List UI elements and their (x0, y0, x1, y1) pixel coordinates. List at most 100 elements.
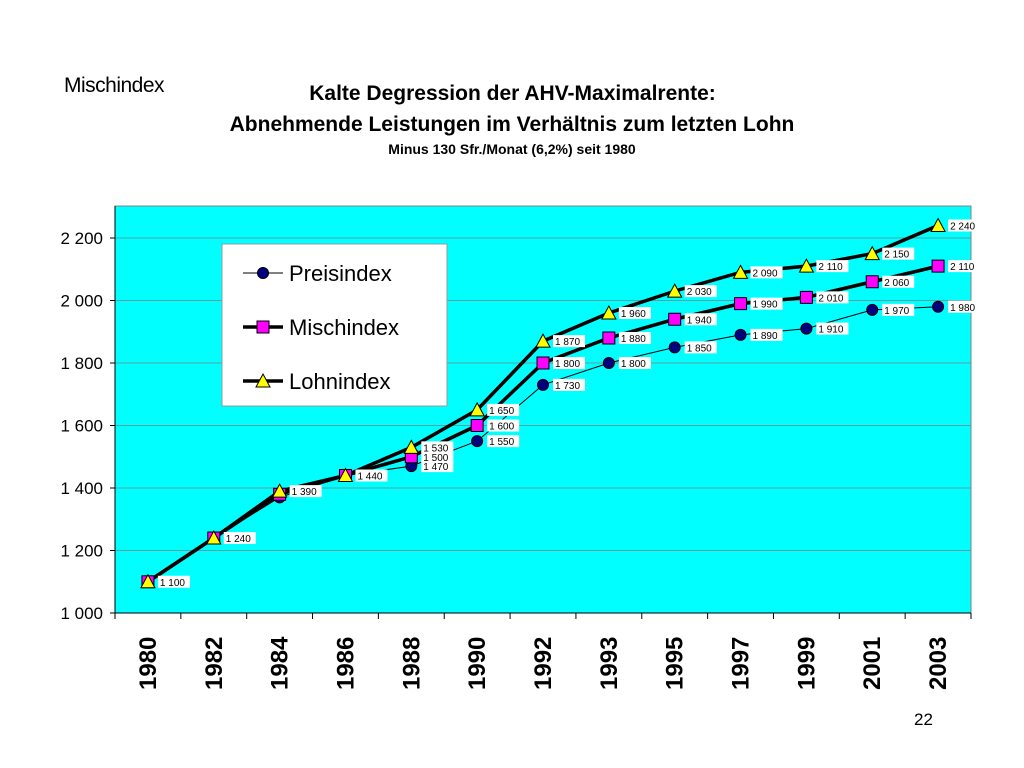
legend-label-mischindex: Mischindex (289, 315, 399, 340)
data-point-lohnindex (403, 439, 420, 454)
data-label-box (355, 469, 388, 482)
data-label-box (487, 419, 520, 432)
data-label: 1 800 (621, 359, 646, 370)
data-label: 1 980 (950, 303, 975, 314)
data-label-box (553, 378, 585, 391)
data-label-box (816, 291, 849, 304)
x-tick-label: 1990 (464, 637, 491, 690)
corner-label: Mischindex (64, 74, 165, 97)
data-point-mischindex (734, 297, 748, 311)
data-label: 1 470 (423, 462, 448, 473)
data-point-lohnindex (798, 258, 815, 273)
data-label-box (289, 485, 322, 498)
data-point-lohnindex (140, 573, 156, 589)
data-label: 1 990 (753, 300, 778, 311)
data-label-box (948, 260, 981, 273)
data-point-lohnindex (535, 333, 551, 348)
data-label: 1 730 (555, 381, 580, 392)
data-point-preisindex (734, 328, 747, 341)
x-tick-label: 1986 (332, 637, 359, 690)
legend-marker-lohnindex (255, 372, 271, 388)
data-label-box (750, 266, 783, 279)
data-point-lohnindex (930, 217, 946, 232)
data-label: 1 530 (423, 443, 448, 454)
data-label-box (948, 219, 981, 232)
legend-label-preisindex: Preisindex (289, 261, 392, 286)
data-label-box (684, 341, 717, 354)
data-label: 1 880 (621, 334, 646, 345)
data-label-box (750, 297, 783, 310)
page-number: 22 (914, 710, 933, 729)
y-tick-label: 1 200 (60, 542, 103, 561)
data-label: 1 890 (753, 331, 778, 342)
data-point-mischindex (931, 259, 945, 273)
data-label: 1 390 (292, 487, 317, 498)
data-label: 1 500 (423, 453, 448, 464)
data-label: 1 440 (357, 472, 382, 483)
x-tick-label: 1982 (201, 637, 228, 690)
data-label: 1 100 (160, 578, 185, 589)
data-label: 2 030 (687, 287, 712, 298)
data-point-lohnindex (337, 467, 354, 482)
data-point-mischindex (799, 290, 813, 304)
data-point-lohnindex (271, 483, 288, 498)
data-label-box (421, 441, 454, 454)
data-point-preisindex (537, 378, 549, 391)
data-label: 1 800 (555, 359, 580, 370)
data-label-box (948, 300, 981, 313)
x-tick-label: 1995 (662, 637, 689, 690)
data-label-box (816, 260, 849, 273)
data-point-mischindex (470, 419, 484, 432)
x-tick-label: 2001 (859, 637, 886, 690)
data-point-preisindex (866, 303, 879, 316)
data-label-box (487, 435, 520, 448)
data-point-lohnindex (864, 245, 881, 261)
data-label-box (618, 307, 651, 319)
data-label: 1 870 (555, 337, 580, 348)
data-point-mischindex (668, 312, 682, 326)
y-tick-label: 1 000 (60, 604, 103, 623)
data-label: 1 600 (489, 422, 514, 433)
data-label: 2 150 (884, 250, 909, 261)
data-label-box (684, 285, 717, 298)
data-label-box (882, 247, 915, 260)
data-point-mischindex (536, 356, 550, 370)
x-tick-label: 1993 (596, 637, 623, 690)
chart-subtitle: Minus 130 Sfr./Monat (6,2%) seit 1980 (388, 141, 636, 157)
y-tick-label: 2 000 (60, 292, 103, 311)
data-point-mischindex (865, 275, 879, 289)
x-tick-label: 1984 (267, 636, 294, 690)
data-label-box (553, 357, 585, 369)
data-point-lohnindex (469, 401, 485, 417)
data-label-box (553, 335, 585, 348)
data-label: 1 960 (621, 309, 646, 320)
data-label-box (421, 450, 454, 463)
data-label-box (223, 532, 256, 544)
data-point-preisindex (668, 341, 681, 354)
y-tick-label: 2 200 (60, 229, 103, 248)
data-label-box (684, 313, 717, 326)
data-label: 2 240 (950, 222, 975, 233)
data-label-box (816, 322, 849, 335)
data-label-box (618, 332, 651, 344)
data-label: 1 940 (687, 315, 712, 326)
data-point-preisindex (932, 300, 945, 313)
data-label-box (487, 403, 520, 416)
chart-title-block: Kalte Degression der AHV-Maximalrente: A… (0, 78, 1024, 157)
data-label: 1 240 (226, 534, 251, 545)
x-tick-label: 1997 (728, 637, 755, 690)
data-point-lohnindex (732, 264, 749, 279)
data-label: 2 110 (818, 262, 843, 273)
data-point-lohnindex (601, 304, 617, 320)
data-point-mischindex (602, 331, 616, 345)
data-point-preisindex (800, 322, 813, 335)
y-tick-label: 1 400 (60, 479, 103, 498)
data-label-box (882, 275, 915, 288)
data-point-lohnindex (205, 529, 222, 545)
x-tick-label: 1999 (793, 637, 820, 690)
chart-title-line1: Kalte Degression der AHV-Maximalrente: (309, 82, 716, 105)
y-tick-label: 1 600 (60, 417, 103, 436)
data-point-preisindex (471, 435, 484, 448)
x-tick-label: 2003 (925, 637, 952, 690)
